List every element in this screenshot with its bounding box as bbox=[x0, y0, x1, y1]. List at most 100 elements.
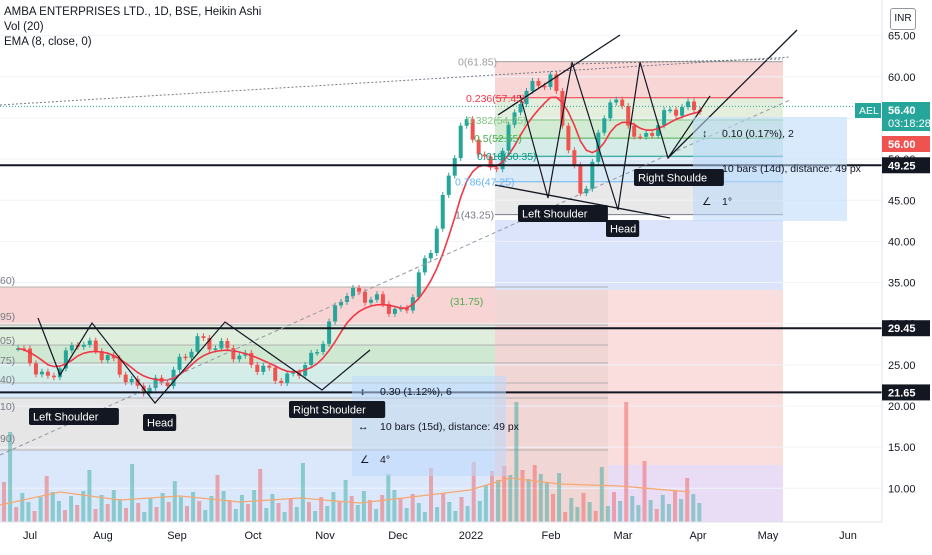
left-fib-label: 40) bbox=[0, 374, 15, 386]
left-fib-label: 95) bbox=[0, 311, 15, 323]
volume-bar bbox=[99, 495, 104, 522]
candle-body bbox=[656, 125, 661, 136]
volume-bar bbox=[605, 506, 610, 522]
candle-body bbox=[506, 124, 511, 151]
volume-bar bbox=[117, 499, 122, 522]
candle-body bbox=[291, 372, 296, 374]
level-tag-29-bg bbox=[882, 320, 930, 337]
fib-zone-left bbox=[0, 325, 608, 345]
volume-bar bbox=[331, 492, 336, 522]
volume-bar bbox=[252, 490, 257, 522]
candle-body bbox=[500, 150, 505, 170]
volume-bar bbox=[630, 496, 635, 522]
volume-bar bbox=[441, 493, 446, 522]
label-head-2: Head bbox=[610, 224, 636, 236]
volume-bar bbox=[496, 480, 501, 522]
candle-body bbox=[177, 356, 182, 370]
volume-bar bbox=[221, 491, 226, 522]
volume-bar bbox=[44, 476, 49, 522]
candle-body bbox=[446, 175, 451, 195]
candle-body bbox=[380, 294, 385, 305]
label-head-2-bg bbox=[606, 220, 640, 237]
volume-bar bbox=[276, 503, 281, 522]
fib-ratio-label: 0.382(54.75) bbox=[467, 115, 527, 127]
volume-bar bbox=[520, 470, 525, 522]
candle-body bbox=[536, 80, 541, 86]
time-tick-label: Apr bbox=[689, 530, 706, 542]
price-tick-label: 40.00 bbox=[888, 236, 916, 248]
volume-bar bbox=[69, 496, 74, 522]
drawings bbox=[0, 29, 882, 476]
fib-ratio-label: 0(61.85) bbox=[458, 57, 497, 69]
candle-body bbox=[470, 119, 475, 140]
fib-zone-left bbox=[0, 345, 608, 363]
volume-bar bbox=[502, 466, 507, 522]
candle-body bbox=[315, 352, 320, 354]
measure-1-range: 0.30 (1.12%), 6 bbox=[380, 386, 452, 398]
volume-bar bbox=[514, 402, 519, 522]
candle-body bbox=[45, 371, 50, 376]
label-left-shoulder-1-bg bbox=[29, 408, 119, 425]
candle-body bbox=[482, 154, 487, 157]
volume-bar bbox=[288, 498, 293, 522]
candle-body bbox=[524, 90, 529, 105]
volume-bar bbox=[551, 494, 555, 522]
volume-bar bbox=[587, 502, 592, 522]
candle-body bbox=[614, 99, 619, 103]
volume-bar bbox=[636, 505, 641, 522]
volume-bar bbox=[343, 480, 348, 522]
candle-body bbox=[129, 378, 134, 383]
volume-bar bbox=[361, 491, 366, 522]
volume-bar bbox=[447, 502, 452, 522]
prev-price-tag-bg bbox=[882, 136, 930, 152]
volume-bar bbox=[124, 508, 128, 522]
candle-body bbox=[566, 125, 571, 151]
volume-bar bbox=[300, 463, 305, 522]
volume-bar bbox=[581, 493, 586, 522]
volume-bar bbox=[490, 471, 494, 522]
candle-body bbox=[165, 382, 170, 387]
candle-body bbox=[578, 165, 583, 194]
volume-bar bbox=[612, 492, 616, 522]
fib-ratio-label: 0.618(50.35) bbox=[477, 151, 537, 163]
candle-body bbox=[93, 340, 98, 352]
volume-bar bbox=[532, 465, 537, 522]
chart-title: AMBA ENTERPRISES LTD., 1D, BSE, Heikin A… bbox=[4, 6, 262, 18]
candle-body bbox=[123, 374, 128, 383]
fib-ratio-label: 0.5(52.55) bbox=[474, 133, 522, 145]
candle-body bbox=[99, 351, 104, 361]
volume-bar bbox=[185, 506, 189, 522]
candle-body bbox=[225, 340, 230, 349]
level-tag-49: 49.25 bbox=[888, 160, 916, 172]
candle-body bbox=[33, 363, 38, 375]
candle-body bbox=[452, 158, 457, 176]
volume-bar bbox=[483, 485, 488, 522]
volume-bar bbox=[282, 512, 287, 522]
candle-body bbox=[632, 125, 637, 137]
candle-body bbox=[686, 101, 691, 108]
candle-body bbox=[39, 371, 44, 375]
currency-button[interactable]: INR bbox=[890, 8, 916, 30]
candle-body bbox=[189, 351, 194, 358]
label-head-1-bg bbox=[143, 414, 177, 431]
measure-1-range-icon: ↕ bbox=[360, 386, 365, 398]
candle-body bbox=[267, 365, 272, 368]
volume-bar bbox=[50, 492, 55, 522]
time-tick-label: Oct bbox=[244, 530, 261, 542]
volume-bar bbox=[203, 510, 208, 522]
time-tick-label: May bbox=[758, 530, 779, 542]
volume-bar bbox=[624, 402, 629, 522]
candle-body bbox=[261, 365, 266, 372]
candle-body bbox=[87, 340, 92, 345]
candle-body bbox=[626, 106, 631, 126]
price-tick-label: 35.00 bbox=[888, 278, 916, 290]
volume-bar bbox=[465, 506, 470, 522]
volume-bar bbox=[8, 432, 13, 522]
last-price-tag: 56.40 bbox=[888, 105, 916, 117]
volume-bars bbox=[2, 402, 702, 522]
candle-body bbox=[111, 355, 116, 359]
candle-body bbox=[692, 101, 697, 111]
candle-body bbox=[27, 348, 32, 364]
top-dotted bbox=[569, 58, 784, 65]
